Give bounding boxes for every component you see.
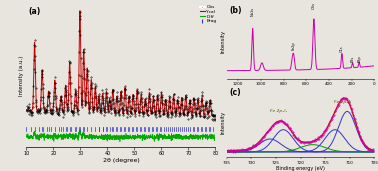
Legend: Obs, Ycal, Diff, Brag: Obs, Ycal, Diff, Brag [199, 4, 217, 24]
Text: (b): (b) [230, 6, 242, 15]
Text: (a): (a) [28, 6, 40, 16]
Y-axis label: Intensity: Intensity [220, 111, 225, 134]
Y-axis label: Intensity: Intensity [220, 30, 225, 54]
Text: P2p: P2p [357, 55, 361, 62]
Text: (c): (c) [230, 88, 242, 97]
Text: Na1s: Na1s [251, 7, 255, 16]
Text: P2s: P2s [350, 56, 355, 62]
X-axis label: Binding energy (eV): Binding energy (eV) [276, 166, 325, 171]
Text: O1s: O1s [312, 2, 316, 9]
Text: Fe 2p₁/₂: Fe 2p₁/₂ [270, 109, 287, 113]
X-axis label: 2θ (degree): 2θ (degree) [102, 158, 139, 163]
Text: Fe 2p₃/₂: Fe 2p₃/₂ [334, 101, 351, 104]
Y-axis label: Intensity (a.u.): Intensity (a.u.) [19, 56, 24, 96]
Text: C1s: C1s [340, 45, 344, 52]
Text: Fe2p: Fe2p [292, 42, 296, 50]
X-axis label: Binding energy (eV): Binding energy (eV) [276, 88, 325, 93]
